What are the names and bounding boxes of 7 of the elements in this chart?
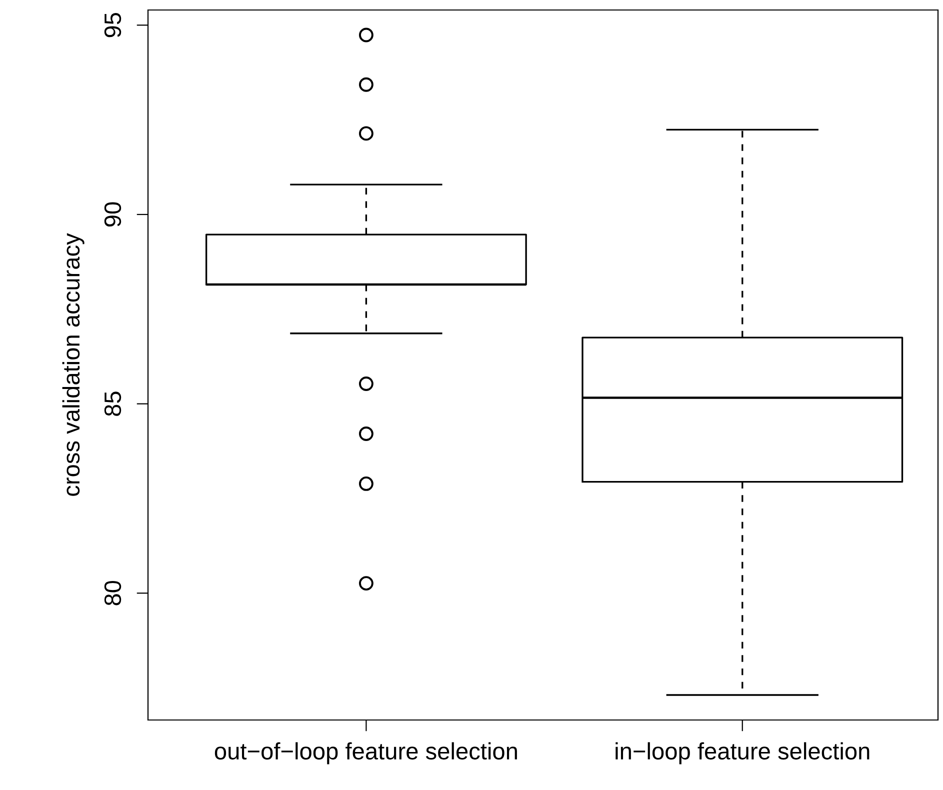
y-tick-label: 85 <box>104 392 122 416</box>
y-tick-label: 90 <box>104 202 122 227</box>
x-tick-label: out−of−loop feature selection <box>214 742 517 764</box>
y-tick-label: 95 <box>104 13 122 38</box>
x-tick-label: in−loop feature selection <box>616 742 870 764</box>
y-tick-label: 80 <box>104 580 122 606</box>
y-axis-title: cross validation accuracy <box>62 233 84 496</box>
